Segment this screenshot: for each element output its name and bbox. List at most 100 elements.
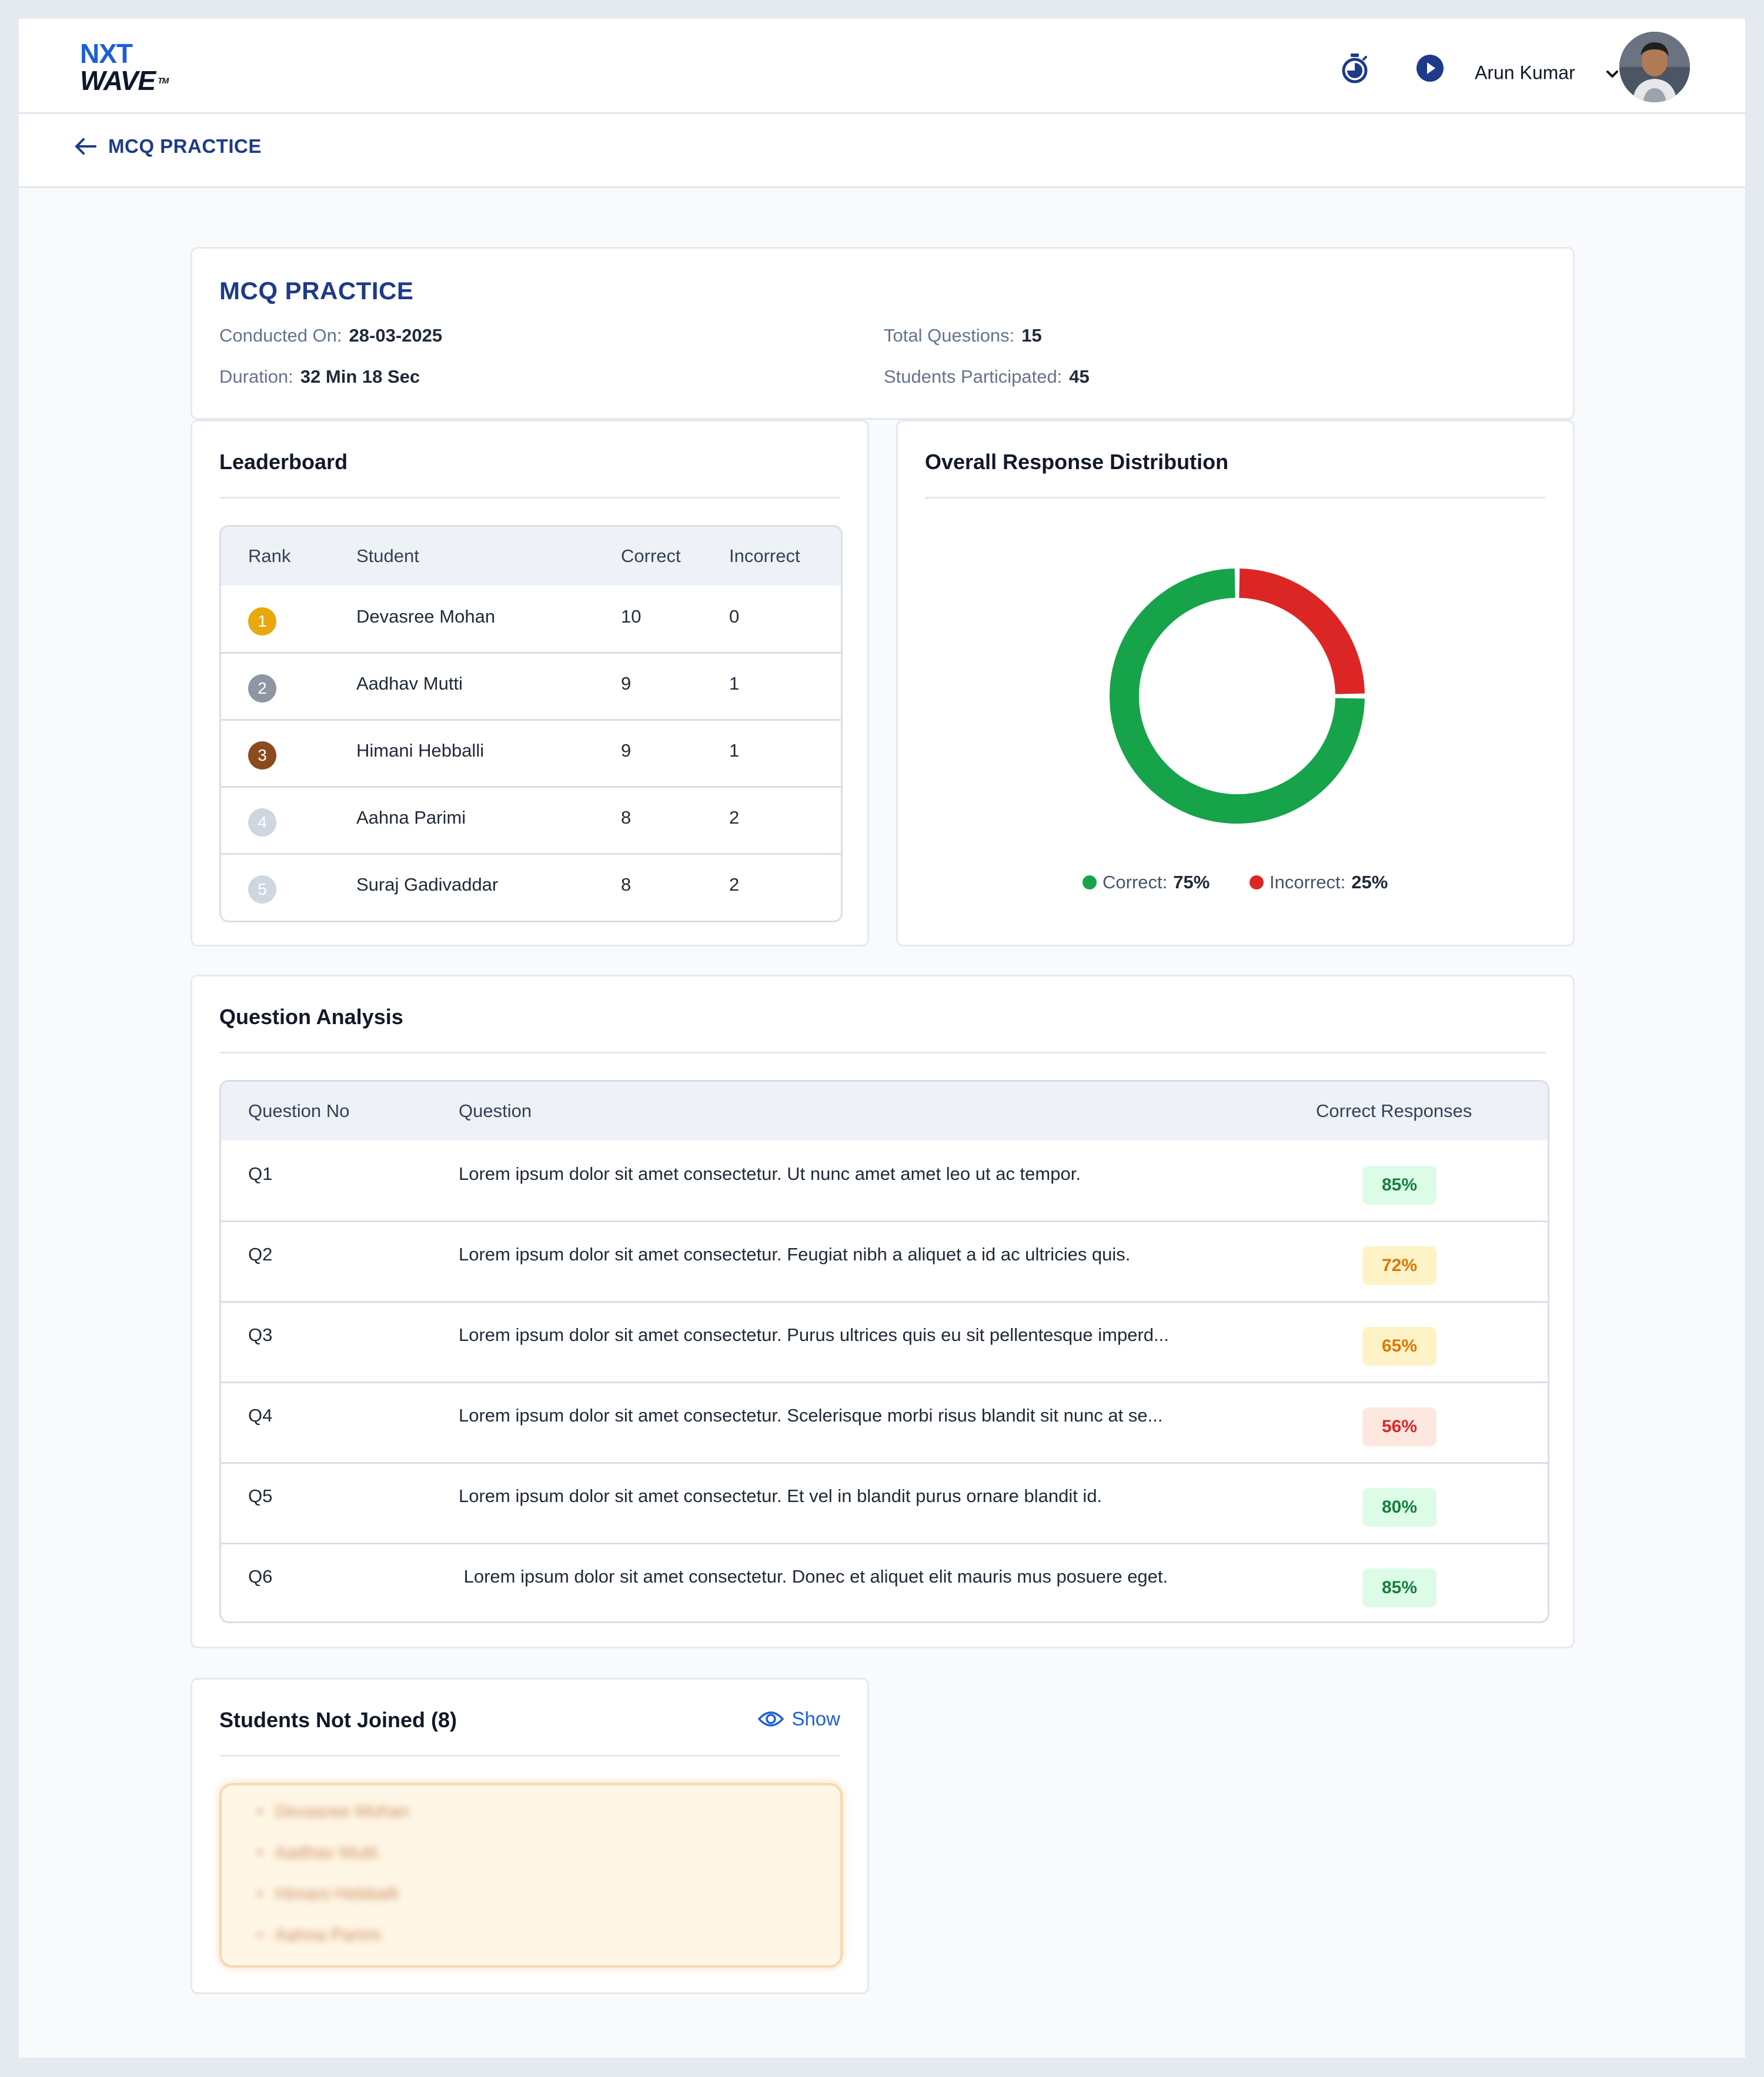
incorrect-count: 0 — [729, 606, 740, 627]
question-header-row: Question No Question Correct Responses — [221, 1082, 1548, 1140]
timer-icon — [1342, 53, 1368, 83]
col-student[interactable]: Student — [356, 546, 419, 566]
distribution-title: Overall Response Distribution — [925, 450, 1229, 474]
correct-count: 8 — [621, 807, 632, 828]
response-distribution-card: Overall Response Distribution Correct: 7… — [896, 420, 1575, 946]
correct-percent-badge: 80% — [1362, 1487, 1436, 1527]
legend-correct-label: Correct: — [1102, 872, 1168, 892]
divider — [219, 1052, 1546, 1053]
row-divider — [221, 1382, 1548, 1383]
legend-correct-value: 75% — [1173, 872, 1210, 892]
leaderboard-row[interactable]: 4 Aahna Parimi 8 2 — [221, 787, 841, 854]
leaderboard-row[interactable]: 5 Suraj Gadivaddar 8 2 — [221, 854, 841, 921]
chevron-down-icon[interactable] — [1603, 65, 1622, 83]
legend-incorrect: Incorrect: 25% — [1250, 872, 1388, 893]
nxtwave-logo[interactable]: NXT WAVE TM — [80, 40, 198, 99]
question-row[interactable]: Q4 Lorem ipsum dolor sit amet consectetur… — [221, 1382, 1548, 1463]
show-button[interactable]: Show — [757, 1708, 840, 1730]
students-participated: Students Participated: 45 — [884, 366, 1090, 387]
question-analysis-card: Question Analysis Question No Question C… — [191, 975, 1575, 1648]
app-frame: NXT WAVE TM Arun Kumar — [19, 19, 1745, 2058]
correct-percent-badge: 56% — [1362, 1407, 1436, 1446]
leaderboard-card: Leaderboard Rank Student Correct Incorre… — [191, 420, 869, 946]
row-divider — [221, 1543, 1548, 1544]
correct-count: 8 — [621, 874, 632, 895]
question-row[interactable]: Q3 Lorem ipsum dolor sit amet consectetur… — [221, 1302, 1548, 1382]
incorrect-count: 2 — [729, 874, 740, 895]
students-participated-label: Students Participated: — [884, 366, 1063, 387]
not-joined-item: Devasree Mohan — [257, 1802, 409, 1822]
total-questions: Total Questions: 15 — [884, 325, 1042, 346]
logo-line-2: WAVE TM — [80, 67, 198, 94]
logo-trademark: TM — [158, 76, 169, 85]
divider — [925, 497, 1546, 499]
students-participated-value: 45 — [1069, 366, 1090, 387]
sub-header: MCQ PRACTICE — [19, 114, 1745, 188]
student-name: Aahna Parimi — [356, 807, 466, 828]
question-text: Lorem ipsum dolor sit amet consectetur. … — [459, 1404, 1163, 1426]
question-row[interactable]: Q6 Lorem ipsum dolor sit amet consectetu… — [221, 1543, 1548, 1621]
total-questions-value: 15 — [1021, 325, 1042, 346]
avatar-image — [1619, 32, 1690, 102]
question-row[interactable]: Q2 Lorem ipsum dolor sit amet consectetur… — [221, 1221, 1548, 1302]
not-joined-item: Himani Hebballi — [257, 1884, 399, 1904]
col-correct-responses[interactable]: Correct Responses — [1316, 1101, 1472, 1121]
question-number: Q3 — [248, 1324, 273, 1345]
question-number: Q4 — [248, 1404, 273, 1426]
row-divider — [221, 786, 841, 788]
logo-line-1: NXT — [80, 38, 133, 69]
question-analysis-table: Question No Question Correct Responses Q… — [219, 1080, 1549, 1623]
incorrect-count: 2 — [729, 807, 740, 828]
leaderboard-row[interactable]: 2 Aadhav Mutti 9 1 — [221, 653, 841, 720]
user-avatar[interactable] — [1619, 32, 1690, 102]
play-icon — [1416, 55, 1444, 82]
question-text: Lorem ipsum dolor sit amet consectetur. … — [459, 1324, 1169, 1345]
rank-badge: 4 — [248, 808, 276, 837]
legend-incorrect-value: 25% — [1351, 872, 1388, 892]
question-row[interactable]: Q1 Lorem ipsum dolor sit amet consectetur… — [221, 1140, 1548, 1221]
correct-slice[interactable] — [1110, 568, 1365, 824]
question-text: Lorem ipsum dolor sit amet consectetur. … — [459, 1163, 1081, 1184]
row-divider — [221, 853, 841, 855]
incorrect-dot — [1250, 875, 1264, 889]
col-rank[interactable]: Rank — [248, 546, 291, 566]
student-name: Himani Hebballi — [356, 740, 485, 761]
conducted-on: Conducted On: 28-03-2025 — [219, 325, 442, 346]
students-not-joined-card: Students Not Joined (8) Show Devasree Mo… — [191, 1678, 869, 1994]
rank-badge: 5 — [248, 875, 276, 904]
col-incorrect[interactable]: Incorrect — [729, 546, 800, 566]
back-link[interactable]: MCQ PRACTICE — [73, 135, 262, 158]
incorrect-count: 1 — [729, 673, 740, 694]
show-label: Show — [791, 1708, 840, 1730]
correct-percent-badge: 85% — [1362, 1568, 1436, 1607]
incorrect-count: 1 — [729, 740, 740, 761]
correct-percent-badge: 85% — [1362, 1165, 1436, 1205]
user-name[interactable]: Arun Kumar — [1475, 62, 1575, 83]
correct-percent-badge: 65% — [1362, 1326, 1436, 1366]
leaderboard-table: Rank Student Correct Incorrect 1 Devasree… — [219, 525, 843, 922]
logo-line-2-text: WAVE — [80, 65, 156, 96]
leaderboard-row[interactable]: 1 Devasree Mohan 10 0 — [221, 586, 841, 653]
col-correct[interactable]: Correct — [621, 546, 681, 566]
col-question[interactable]: Question — [459, 1101, 532, 1121]
timer-button[interactable] — [1338, 52, 1371, 85]
leaderboard-row[interactable]: 3 Himani Hebballi 9 1 — [221, 720, 841, 787]
row-divider — [221, 1301, 1548, 1303]
correct-dot — [1083, 875, 1097, 889]
duration-label: Duration: — [219, 366, 293, 387]
leaderboard-title: Leaderboard — [219, 450, 348, 474]
student-name: Devasree Mohan — [356, 606, 496, 627]
top-navbar: NXT WAVE TM Arun Kumar — [19, 19, 1745, 114]
assessment-info-card: MCQ PRACTICE Conducted On: 28-03-2025 Dur… — [191, 247, 1575, 420]
duration: Duration: 32 Min 18 Sec — [219, 366, 420, 387]
legend-correct: Correct: 75% — [1083, 872, 1210, 893]
total-questions-label: Total Questions: — [884, 325, 1015, 346]
question-row[interactable]: Q5 Lorem ipsum dolor sit amet consectetur… — [221, 1463, 1548, 1543]
col-question-no[interactable]: Question No — [248, 1101, 350, 1121]
duration-value: 32 Min 18 Sec — [300, 366, 420, 387]
correct-count: 10 — [621, 606, 642, 627]
correct-count: 9 — [621, 673, 632, 694]
correct-percent-badge: 72% — [1362, 1246, 1436, 1285]
play-button[interactable] — [1414, 52, 1446, 85]
incorrect-slice[interactable] — [1238, 568, 1365, 695]
